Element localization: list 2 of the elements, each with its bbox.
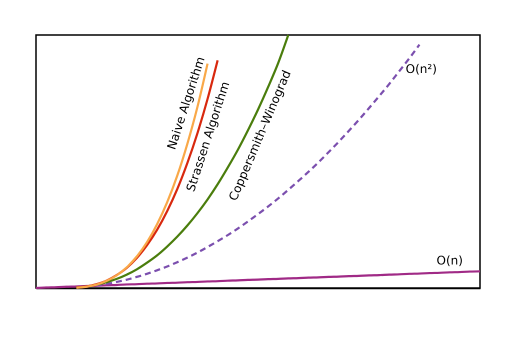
series-label: O(n) xyxy=(436,253,463,268)
series-label: O(n²) xyxy=(406,62,437,76)
